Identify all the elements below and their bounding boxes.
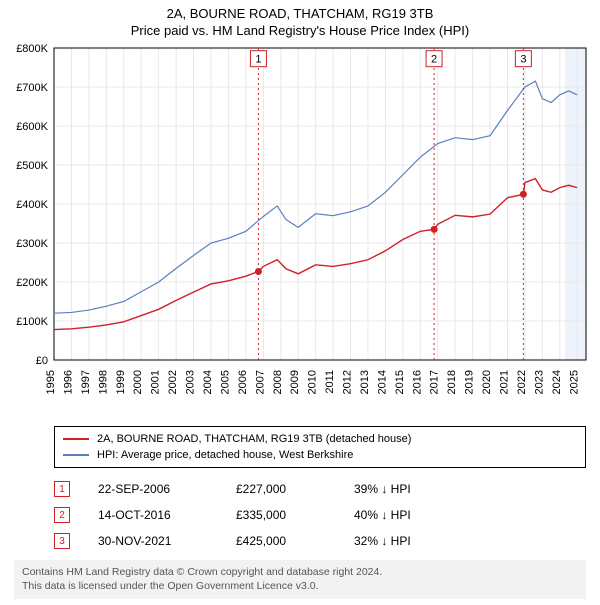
- chart-area: £0 £100K £200K £300K £400K £500K £600K £700K £80…: [0, 40, 600, 420]
- svg-text:2008: 2008: [272, 370, 284, 394]
- marker-row: 1 22-SEP-2006 £227,000 39% ↓ HPI: [54, 476, 586, 502]
- marker-row: 2 14-OCT-2016 £335,000 40% ↓ HPI: [54, 502, 586, 528]
- svg-text:2012: 2012: [342, 370, 354, 394]
- marker-row: 3 30-NOV-2021 £425,000 32% ↓ HPI: [54, 528, 586, 554]
- svg-text:2002: 2002: [167, 370, 179, 394]
- footer-line-2: This data is licensed under the Open Gov…: [22, 580, 578, 594]
- svg-text:2007: 2007: [254, 370, 266, 394]
- svg-text:2004: 2004: [202, 370, 214, 394]
- svg-text:2021: 2021: [499, 370, 511, 394]
- footer-line-1: Contains HM Land Registry data © Crown c…: [22, 566, 578, 580]
- svg-text:1995: 1995: [45, 370, 57, 394]
- attribution-footer: Contains HM Land Registry data © Crown c…: [14, 560, 586, 599]
- svg-text:1999: 1999: [115, 370, 127, 394]
- legend-label: HPI: Average price, detached house, West…: [97, 449, 353, 461]
- svg-text:£100K: £100K: [16, 316, 48, 328]
- svg-text:2017: 2017: [429, 370, 441, 394]
- svg-text:2: 2: [431, 54, 437, 66]
- legend: 2A, BOURNE ROAD, THATCHAM, RG19 3TB (det…: [54, 426, 586, 468]
- svg-text:2014: 2014: [376, 370, 388, 394]
- marker-delta: 39% ↓ HPI: [354, 482, 474, 496]
- svg-text:2022: 2022: [516, 370, 528, 394]
- marker-delta: 40% ↓ HPI: [354, 508, 474, 522]
- svg-text:2025: 2025: [568, 370, 580, 394]
- svg-text:2023: 2023: [533, 370, 545, 394]
- svg-text:£500K: £500K: [16, 160, 48, 172]
- svg-text:1: 1: [255, 54, 261, 66]
- marker-date: 30-NOV-2021: [98, 534, 208, 548]
- svg-text:2009: 2009: [289, 370, 301, 394]
- svg-text:£300K: £300K: [16, 238, 48, 250]
- legend-item: HPI: Average price, detached house, West…: [63, 447, 577, 463]
- title-line-2: Price paid vs. HM Land Registry's House …: [0, 23, 600, 38]
- svg-text:2001: 2001: [150, 370, 162, 394]
- legend-label: 2A, BOURNE ROAD, THATCHAM, RG19 3TB (det…: [97, 433, 411, 445]
- chart-container: 2A, BOURNE ROAD, THATCHAM, RG19 3TB Pric…: [0, 0, 600, 599]
- line-chart-svg: £0 £100K £200K £300K £400K £500K £600K £700K £80…: [0, 40, 600, 420]
- svg-text:£600K: £600K: [16, 121, 48, 133]
- svg-text:2013: 2013: [359, 370, 371, 394]
- svg-text:1996: 1996: [62, 370, 74, 394]
- svg-text:£0: £0: [36, 355, 48, 367]
- legend-item: 2A, BOURNE ROAD, THATCHAM, RG19 3TB (det…: [63, 431, 577, 447]
- svg-text:1998: 1998: [97, 370, 109, 394]
- marker-badge: 3: [54, 533, 70, 549]
- svg-text:2000: 2000: [132, 370, 144, 394]
- title-line-1: 2A, BOURNE ROAD, THATCHAM, RG19 3TB: [0, 6, 600, 21]
- marker-badge: 2: [54, 507, 70, 523]
- svg-text:2006: 2006: [237, 370, 249, 394]
- svg-text:2016: 2016: [411, 370, 423, 394]
- svg-text:2015: 2015: [394, 370, 406, 394]
- legend-swatch: [63, 438, 89, 440]
- svg-text:£400K: £400K: [16, 199, 48, 211]
- svg-text:2018: 2018: [446, 370, 458, 394]
- svg-text:2024: 2024: [551, 370, 563, 394]
- marker-delta: 32% ↓ HPI: [354, 534, 474, 548]
- marker-price: £335,000: [236, 508, 326, 522]
- svg-text:2011: 2011: [324, 370, 336, 394]
- marker-table: 1 22-SEP-2006 £227,000 39% ↓ HPI 2 14-OC…: [54, 476, 586, 554]
- marker-badge: 1: [54, 481, 70, 497]
- svg-text:2019: 2019: [464, 370, 476, 394]
- legend-swatch: [63, 454, 89, 456]
- svg-text:£700K: £700K: [16, 82, 48, 94]
- svg-text:2020: 2020: [481, 370, 493, 394]
- marker-price: £425,000: [236, 534, 326, 548]
- svg-text:3: 3: [520, 54, 526, 66]
- svg-text:£800K: £800K: [16, 43, 48, 55]
- title-block: 2A, BOURNE ROAD, THATCHAM, RG19 3TB Pric…: [0, 0, 600, 40]
- svg-text:2010: 2010: [307, 370, 319, 394]
- svg-text:£200K: £200K: [16, 277, 48, 289]
- marker-price: £227,000: [236, 482, 326, 496]
- svg-text:2003: 2003: [185, 370, 197, 394]
- svg-text:1997: 1997: [80, 370, 92, 394]
- svg-text:2005: 2005: [219, 370, 231, 394]
- marker-date: 22-SEP-2006: [98, 482, 208, 496]
- marker-date: 14-OCT-2016: [98, 508, 208, 522]
